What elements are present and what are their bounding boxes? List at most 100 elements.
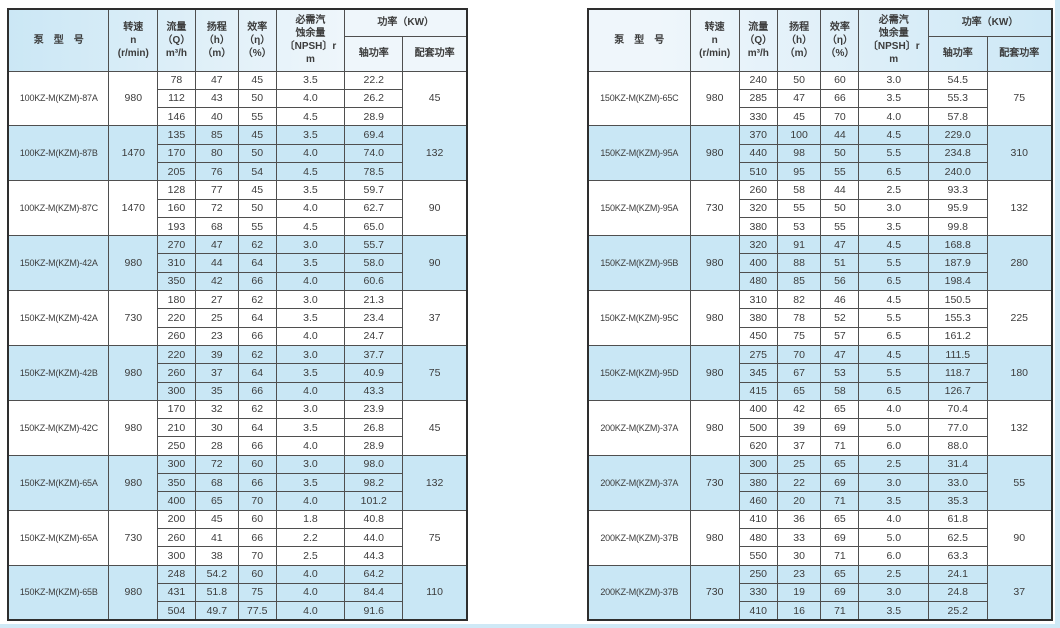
spec-row: 150KZ-M(KZM)-42C 980 170 32 62 3.0 23.9 45 [7,399,468,456]
head-cell: 54.2 [194,564,239,584]
efficiency-cell: 44 [820,180,860,200]
npsh-cell: 2.2 [275,527,346,548]
efficiency-header: 效率 （η） （%） [820,8,860,72]
npsh-cell: 4.0 [858,399,930,420]
efficiency-cell: 69 [820,473,860,493]
spec-row: 200KZ-M(KZM)-37B 980 410 36 65 4.0 61.8 90 [587,509,1053,566]
matching-power-cell: 75 [402,509,468,566]
flow-cell: 260 [157,363,196,383]
spec-row: 285 47 66 3.5 55.3 [588,88,1052,109]
efficiency-cell: 69 [820,527,860,548]
speed-cell: 980 [689,399,740,456]
head-cell: 75 [776,326,822,346]
npsh-cell: 4.0 [275,601,346,621]
pump-spec-table-left: 泵 型 号 转速 n (r/min) 流量 （Q） m³/h 扬程 （h） （m… [7,8,468,621]
speed-cell: 980 [108,70,159,127]
head-cell: 30 [194,418,239,438]
matching-power-cell: 280 [986,235,1053,292]
shaft-power-cell: 98.2 [344,473,404,493]
speed-cell: 980 [689,70,740,127]
flow-cell: 112 [157,88,196,109]
head-cell: 47 [776,88,822,109]
speed-cell: 730 [689,564,740,621]
page-edge-right [1055,0,1060,628]
efficiency-header: 效率 （η） （%） [237,8,277,72]
efficiency-cell: 60 [237,454,277,475]
head-cell: 23 [776,564,822,584]
speed-cell: 980 [689,344,740,401]
flow-cell: 350 [157,271,196,292]
efficiency-cell: 71 [820,601,860,621]
shaft-power-cell: 21.3 [344,290,404,310]
npsh-cell: 5.5 [858,253,930,273]
flow-cell: 260 [738,180,778,200]
shaft-power-cell: 25.2 [928,601,988,621]
npsh-cell: 4.5 [858,344,930,365]
npsh-cell: 3.5 [858,216,930,237]
shaft-power-cell: 93.3 [928,180,988,200]
efficiency-cell: 50 [237,143,277,163]
npsh-cell: 6.5 [858,161,930,182]
flow-cell: 320 [738,198,778,218]
npsh-cell: 4.0 [275,564,346,584]
npsh-cell: 4.0 [275,491,346,511]
npsh-cell: 3.0 [275,290,346,310]
npsh-cell: 3.0 [858,198,930,218]
flow-cell: 380 [738,308,778,328]
spec-row: 112 43 50 4.0 26.2 [8,88,467,109]
shaft-power-cell: 54.5 [928,70,988,90]
npsh-cell: 4.5 [275,107,346,127]
head-cell: 45 [776,107,822,127]
head-cell: 25 [776,454,822,475]
head-cell: 37 [194,363,239,383]
spec-row: 450 75 57 6.5 161.2 [588,326,1052,346]
spec-row: 150KZ-M(KZM)-65C 980 240 50 60 3.0 54.5 75 [587,70,1053,127]
shaft-power-cell: 98.0 [344,454,404,475]
head-cell: 45 [194,509,239,529]
matching-power-cell: 75 [986,70,1053,127]
spec-row: 100KZ-M(KZM)-87C 1470 128 77 45 3.5 59.7 90 [7,180,468,237]
pump-model-cell: 150KZ-M(KZM)-65B [7,564,110,621]
head-cell: 67 [776,363,822,383]
pump-model-cell: 150KZ-M(KZM)-42A [7,290,110,346]
npsh-cell: 4.0 [275,271,346,292]
npsh-cell: 3.5 [275,363,346,383]
speed-cell: 730 [689,454,740,511]
spec-row: 150KZ-M(KZM)-95A 980 370 100 44 4.5 229.0 310 [587,125,1053,182]
shaft-power-cell: 33.0 [928,473,988,493]
head-cell: 23 [194,326,239,346]
shaft-power-cell: 57.8 [928,107,988,127]
efficiency-cell: 62 [237,235,277,255]
efficiency-cell: 64 [237,418,277,438]
npsh-cell: 6.0 [858,436,930,456]
npsh-cell: 3.5 [275,180,346,200]
flow-cell: 410 [738,601,778,621]
matching-power-cell: 90 [402,235,468,292]
npsh-cell: 2.5 [858,180,930,200]
head-cell: 91 [776,235,822,255]
head-cell: 80 [194,143,239,163]
npsh-cell: 4.0 [275,582,346,603]
flow-cell: 345 [738,363,778,383]
flow-cell: 370 [738,125,778,145]
efficiency-cell: 44 [820,125,860,145]
npsh-header: 必需汽 蚀余量 〔NPSH〕r m [858,8,930,72]
npsh-cell: 3.5 [275,125,346,145]
shaft-power-cell: 40.8 [344,509,404,529]
npsh-cell: 4.5 [858,125,930,145]
flow-cell: 330 [738,107,778,127]
flow-cell: 400 [738,253,778,273]
matching-power-cell: 310 [986,125,1053,182]
npsh-header: 必需汽 蚀余量 〔NPSH〕r m [275,8,346,72]
npsh-cell: 4.0 [858,107,930,127]
shaft-power-cell: 24.8 [928,582,988,603]
flow-cell: 78 [157,70,196,90]
shaft-power-cell: 28.9 [344,107,404,127]
efficiency-cell: 65 [820,564,860,584]
matching-power-cell: 132 [986,399,1053,456]
npsh-cell: 2.5 [275,546,346,566]
efficiency-cell: 50 [820,143,860,163]
speed-cell: 730 [689,180,740,237]
shaft-power-header: 轴功率 [344,35,404,72]
flow-cell: 285 [738,88,778,109]
